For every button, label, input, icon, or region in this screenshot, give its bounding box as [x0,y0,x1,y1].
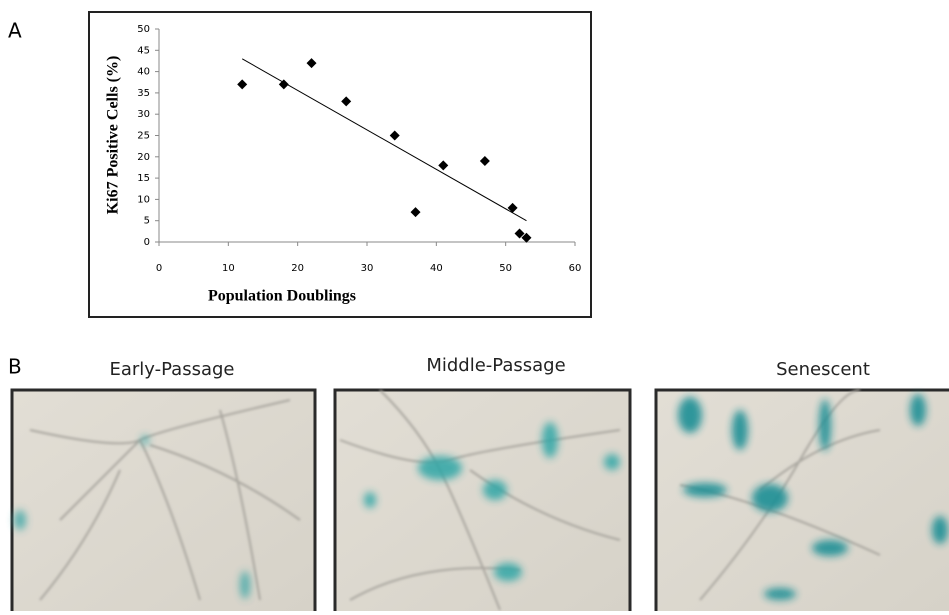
x-tick-label: 60 [569,263,582,274]
y-tick-label: 0 [144,237,150,248]
chart-frame [89,12,591,317]
image-title: Early-Passage [110,359,235,380]
x-tick-label: 0 [156,263,162,274]
y-tick-label: 15 [137,173,150,184]
panel-label: B [8,355,22,379]
y-tick-label: 50 [137,24,150,35]
y-tick-label: 35 [137,88,150,99]
y-tick-label: 30 [137,109,150,120]
panel-label: A [8,19,22,43]
y-tick-label: 45 [137,45,150,56]
figure: A B Population Doublings Ki67 Positive C… [0,0,949,611]
y-tick-label: 25 [137,131,150,142]
micrograph [656,390,949,611]
micrograph [12,390,315,611]
x-tick-label: 20 [291,263,304,274]
y-tick-label: 5 [144,216,150,227]
x-tick-label: 10 [222,263,235,274]
image-title: Middle-Passage [426,355,565,376]
y-tick-label: 20 [137,152,150,163]
micrograph [335,390,630,611]
y-tick-label: 10 [137,194,150,205]
x-tick-label: 30 [361,263,374,274]
x-tick-label: 50 [499,263,512,274]
y-axis-label: Ki67 Positive Cells (%) [105,56,122,215]
x-axis-label: Population Doublings [208,288,356,305]
x-tick-label: 40 [430,263,443,274]
y-tick-label: 40 [137,67,150,78]
image-title: Senescent [776,359,870,380]
page: A B Population Doublings Ki67 Positive C… [0,0,949,611]
